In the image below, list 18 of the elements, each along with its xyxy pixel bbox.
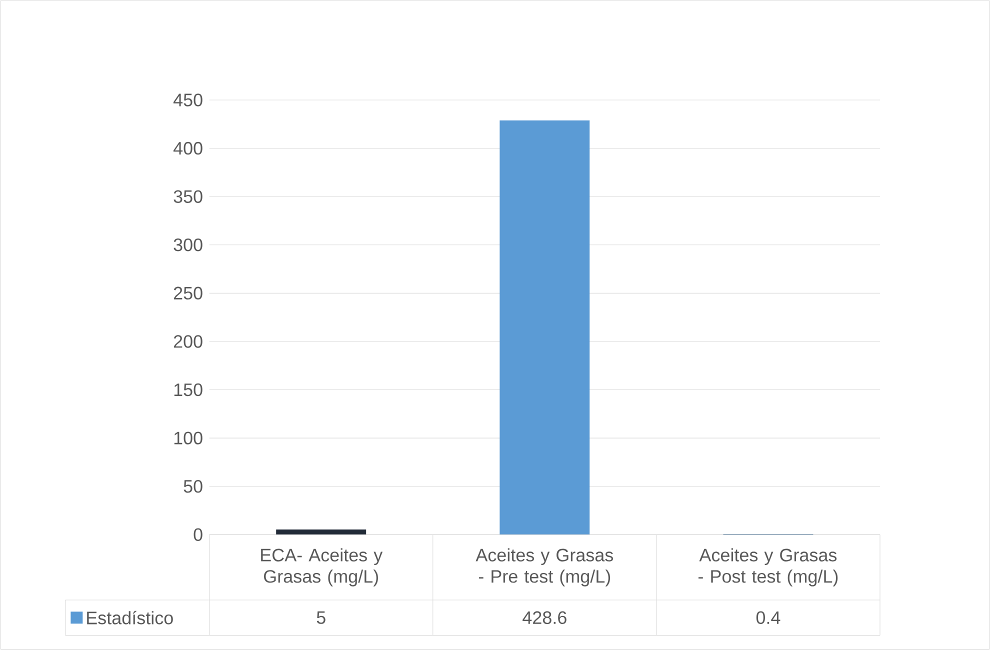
y-tick-label: 50 xyxy=(184,480,202,493)
y-tick-label: 150 xyxy=(174,383,202,396)
y-tick-label: 350 xyxy=(174,190,202,203)
y-tick-label: 100 xyxy=(174,432,202,444)
x-tick-label: ECA- Aceites y Grasas (mg/L) xyxy=(261,548,383,586)
y-tick-label: 400 xyxy=(173,142,202,155)
y-tick-label: 450 xyxy=(173,94,202,106)
bar xyxy=(276,530,366,535)
data-label: 5 xyxy=(316,611,326,624)
x-tick-label: Aceites y Grasas - Pre test (mg/L) xyxy=(476,548,614,586)
y-tick-label: 200 xyxy=(174,335,202,348)
y-tick-label: 300 xyxy=(174,238,202,252)
data-label: 428.6 xyxy=(522,611,566,624)
y-tick-label: 0 xyxy=(194,528,202,542)
legend-label: Estadístico xyxy=(87,610,173,624)
y-tick-label: 250 xyxy=(174,286,202,300)
x-tick-label: Aceites y Grasas - Post test (mg/L) xyxy=(698,548,838,586)
data-label: 0.4 xyxy=(756,611,780,624)
